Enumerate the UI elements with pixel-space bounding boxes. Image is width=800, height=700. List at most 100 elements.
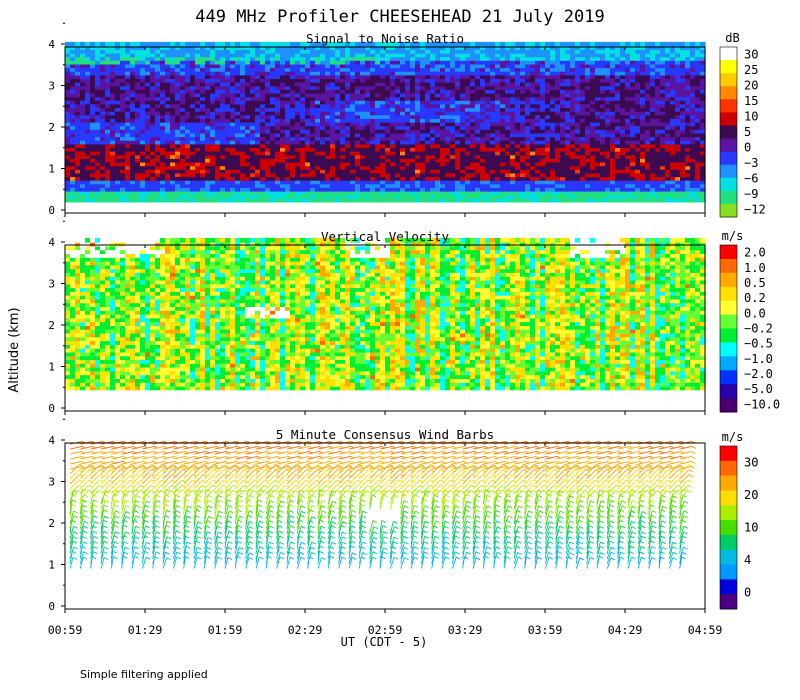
- colorbar-swatch: [720, 314, 737, 329]
- x-tick-label: 02:29: [288, 623, 323, 637]
- y-tick-label: 2: [48, 121, 55, 134]
- y-tick-label: 1: [48, 361, 55, 374]
- colorbar-swatch: [720, 370, 737, 385]
- colorbar-swatch: [720, 99, 737, 113]
- colorbar-label: −0.2: [744, 322, 773, 336]
- y-tick-label: 0: [48, 204, 55, 217]
- panel-title: Signal to Noise Ratio: [306, 31, 464, 46]
- colorbar-frame: [719, 46, 738, 218]
- colorbar-swatch: [720, 245, 737, 260]
- colorbar-swatch: [720, 177, 737, 192]
- colorbar-label: 15: [744, 94, 758, 108]
- x-tick-label: 04:29: [608, 623, 643, 637]
- colorbar-swatch: [720, 505, 737, 521]
- colorbar-label: 20: [744, 79, 758, 93]
- colorbar-unit: m/s: [722, 430, 744, 444]
- y-tick-label: 2: [48, 319, 55, 332]
- footnote: Simple filtering applied: [80, 668, 208, 681]
- colorbar-label: −2.0: [744, 367, 773, 381]
- colorbar-swatch: [720, 300, 737, 316]
- colorbar-swatch: [720, 203, 737, 218]
- colorbar-label: −6: [744, 171, 758, 185]
- x-tick-label: 02:59: [368, 623, 403, 637]
- colorbar-label: 0: [744, 586, 751, 600]
- colorbar-swatch: [720, 258, 737, 274]
- x-tick-label: 04:59: [688, 623, 723, 637]
- colorbar-swatch: [720, 138, 737, 153]
- y-tick-label: 1: [48, 163, 55, 176]
- x-tick-label: 01:29: [128, 623, 163, 637]
- colorbar-swatch: [720, 594, 737, 610]
- colorbar-swatch: [720, 579, 737, 595]
- panel-title: Vertical Velocity: [321, 229, 449, 244]
- colorbar-swatch: [720, 534, 737, 551]
- colorbar-swatch: [720, 384, 737, 399]
- colorbar-swatch: [720, 564, 737, 580]
- colorbar-swatch: [720, 475, 737, 491]
- colorbar-label: 4: [744, 553, 751, 567]
- colorbar-swatch: [720, 272, 737, 288]
- y-tick-label: 1: [48, 559, 55, 572]
- colorbar-swatch: [720, 398, 737, 413]
- colorbar-swatch: [720, 112, 737, 126]
- x-tick-label: 03:29: [448, 623, 483, 637]
- y-tick-label: 2: [48, 517, 55, 530]
- y-tick-label: 4: [48, 236, 55, 249]
- colorbar-swatch: [720, 490, 737, 506]
- colorbar-label: −1.0: [744, 352, 773, 366]
- colorbar-swatch: [720, 356, 737, 371]
- colorbar-label: 5: [744, 125, 751, 139]
- colorbar-label: 0.5: [744, 276, 766, 290]
- colorbar-frame: [719, 244, 738, 413]
- colorbar-swatch: [720, 86, 737, 100]
- colorbar-swatch: [720, 342, 737, 357]
- colorbar-swatch: [720, 520, 737, 536]
- figure-title: 449 MHz Profiler CHEESEHEAD 21 July 2019: [195, 7, 604, 27]
- vertical-velocity-panel: Vertical Velocity 0 1 2 3 4 m/s2.01.00.50.20.0…: [48, 220, 780, 415]
- colorbar-swatch: [720, 151, 737, 166]
- colorbar-label: 10: [744, 521, 758, 535]
- colorbar-swatch: [720, 125, 737, 140]
- colorbar-swatch: [720, 460, 737, 477]
- colorbar-swatch: [720, 549, 737, 565]
- colorbar-swatch: [720, 47, 737, 61]
- colorbar-label: 20: [744, 488, 758, 502]
- colorbar-label: −10.0: [744, 397, 780, 411]
- y-tick-label: 3: [48, 80, 55, 93]
- y-tick-label: 3: [48, 476, 55, 489]
- colorbar-label: 30: [744, 48, 758, 62]
- panel-title: 5 Minute Consensus Wind Barbs: [276, 427, 494, 442]
- colorbar-label: 1.0: [744, 261, 766, 275]
- y-tick-label: 3: [48, 278, 55, 291]
- y-tick-label: 4: [48, 38, 55, 51]
- colorbar-label: −3: [744, 156, 758, 170]
- x-axis-label: UT (CDT - 5): [341, 635, 428, 649]
- y-axis-label: Altitude (km): [7, 307, 22, 392]
- y-tick-label: 0: [48, 600, 55, 613]
- x-tick-label: 03:59: [528, 623, 563, 637]
- colorbar-swatch: [720, 328, 737, 343]
- colorbar-unit: m/s: [722, 229, 744, 243]
- colorbar-unit: dB: [725, 31, 739, 45]
- colorbar-swatch: [720, 60, 737, 74]
- colorbar-label: 25: [744, 63, 758, 77]
- colorbar-label: −5.0: [744, 382, 773, 396]
- x-tick-label: 01:59: [208, 623, 243, 637]
- colorbar-frame: [719, 445, 738, 610]
- colorbar-label: 30: [744, 455, 758, 469]
- colorbar-label: −12: [744, 202, 766, 216]
- colorbar-label: 10: [744, 110, 758, 124]
- colorbar-label: 0.0: [744, 306, 766, 320]
- colorbar-swatch: [720, 164, 737, 179]
- y-tick-label: 0: [48, 402, 55, 415]
- colorbar-swatch: [720, 446, 737, 462]
- y-tick-label: 4: [48, 434, 55, 447]
- colorbar-label: 0: [744, 141, 751, 155]
- colorbar-label: −9: [744, 187, 758, 201]
- colorbar-swatch: [720, 73, 737, 87]
- colorbar-swatch: [720, 190, 737, 205]
- x-tick-label: 00:59: [48, 623, 83, 637]
- colorbar-label: 0.2: [744, 291, 766, 305]
